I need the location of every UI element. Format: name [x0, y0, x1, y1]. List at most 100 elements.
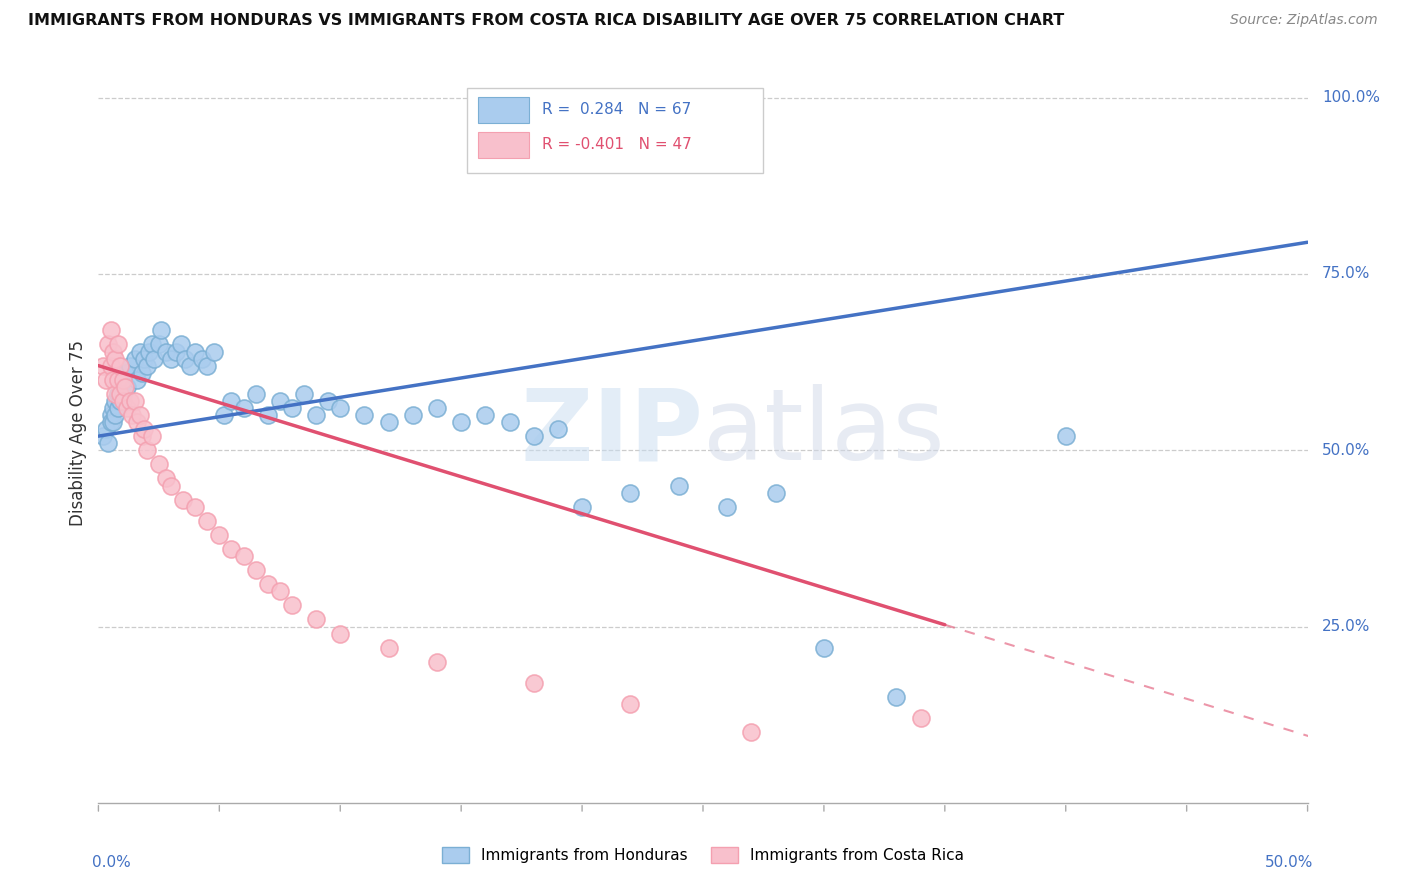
- Point: [329, 626, 352, 640]
- Point: [813, 640, 835, 655]
- Point: [245, 563, 267, 577]
- Point: [269, 584, 291, 599]
- Point: [104, 408, 127, 422]
- Point: [1054, 429, 1077, 443]
- Point: [121, 408, 143, 422]
- Point: [232, 549, 254, 563]
- Point: [104, 393, 127, 408]
- Point: [128, 344, 150, 359]
- Point: [547, 422, 569, 436]
- Text: ZIP: ZIP: [520, 384, 703, 481]
- Point: [101, 373, 124, 387]
- Point: [97, 436, 120, 450]
- Point: [450, 415, 472, 429]
- Point: [114, 380, 136, 394]
- Point: [165, 344, 187, 359]
- Point: [91, 359, 114, 373]
- Point: [118, 393, 141, 408]
- Point: [131, 429, 153, 443]
- Point: [135, 359, 157, 373]
- Point: [191, 351, 214, 366]
- Point: [148, 337, 170, 351]
- Point: [353, 408, 375, 422]
- Point: [281, 401, 304, 415]
- Point: [141, 337, 163, 351]
- Point: [155, 344, 177, 359]
- Point: [292, 387, 315, 401]
- Point: [571, 500, 593, 514]
- Point: [143, 351, 166, 366]
- Point: [377, 640, 399, 655]
- Point: [104, 387, 127, 401]
- Text: R =  0.284   N = 67: R = 0.284 N = 67: [543, 103, 692, 118]
- Point: [886, 690, 908, 704]
- Point: [108, 380, 131, 394]
- Point: [498, 415, 520, 429]
- Point: [426, 655, 449, 669]
- Point: [402, 408, 425, 422]
- Point: [155, 471, 177, 485]
- Point: [668, 478, 690, 492]
- Point: [179, 359, 201, 373]
- Point: [204, 344, 226, 359]
- FancyBboxPatch shape: [467, 88, 763, 173]
- Point: [131, 366, 153, 380]
- Point: [91, 429, 114, 443]
- Text: 50.0%: 50.0%: [1322, 442, 1371, 458]
- Point: [619, 697, 641, 711]
- Text: 75.0%: 75.0%: [1322, 267, 1371, 282]
- Point: [101, 415, 124, 429]
- Point: [134, 351, 156, 366]
- Point: [100, 408, 122, 422]
- Point: [100, 323, 122, 337]
- Text: Source: ZipAtlas.com: Source: ZipAtlas.com: [1230, 13, 1378, 28]
- Point: [160, 351, 183, 366]
- Point: [101, 401, 124, 415]
- Point: [138, 344, 160, 359]
- Point: [127, 373, 149, 387]
- Text: 100.0%: 100.0%: [1322, 90, 1381, 105]
- FancyBboxPatch shape: [478, 97, 529, 123]
- Text: 25.0%: 25.0%: [1322, 619, 1371, 634]
- Point: [305, 612, 328, 626]
- Point: [208, 528, 231, 542]
- Point: [97, 337, 120, 351]
- Point: [221, 393, 243, 408]
- Point: [111, 373, 134, 387]
- Point: [740, 725, 762, 739]
- Point: [148, 458, 170, 472]
- Point: [269, 393, 291, 408]
- Point: [523, 429, 546, 443]
- Point: [184, 500, 207, 514]
- Point: [377, 415, 399, 429]
- Point: [174, 351, 197, 366]
- FancyBboxPatch shape: [478, 132, 529, 158]
- Point: [101, 344, 124, 359]
- Point: [127, 415, 149, 429]
- Point: [117, 401, 139, 415]
- Point: [94, 422, 117, 436]
- Text: IMMIGRANTS FROM HONDURAS VS IMMIGRANTS FROM COSTA RICA DISABILITY AGE OVER 75 CO: IMMIGRANTS FROM HONDURAS VS IMMIGRANTS F…: [28, 13, 1064, 29]
- Point: [107, 387, 129, 401]
- Text: 50.0%: 50.0%: [1265, 855, 1313, 870]
- Point: [107, 373, 129, 387]
- Point: [107, 401, 129, 415]
- Point: [212, 408, 235, 422]
- Point: [100, 359, 122, 373]
- Point: [426, 401, 449, 415]
- Point: [221, 541, 243, 556]
- Point: [716, 500, 738, 514]
- Point: [150, 323, 173, 337]
- Point: [169, 337, 191, 351]
- Point: [281, 599, 304, 613]
- Point: [111, 393, 134, 408]
- Point: [523, 676, 546, 690]
- Point: [256, 577, 278, 591]
- Point: [329, 401, 352, 415]
- Point: [195, 359, 218, 373]
- Point: [124, 351, 146, 366]
- Point: [765, 485, 787, 500]
- Text: atlas: atlas: [703, 384, 945, 481]
- Text: R = -0.401   N = 47: R = -0.401 N = 47: [543, 137, 692, 153]
- Point: [619, 485, 641, 500]
